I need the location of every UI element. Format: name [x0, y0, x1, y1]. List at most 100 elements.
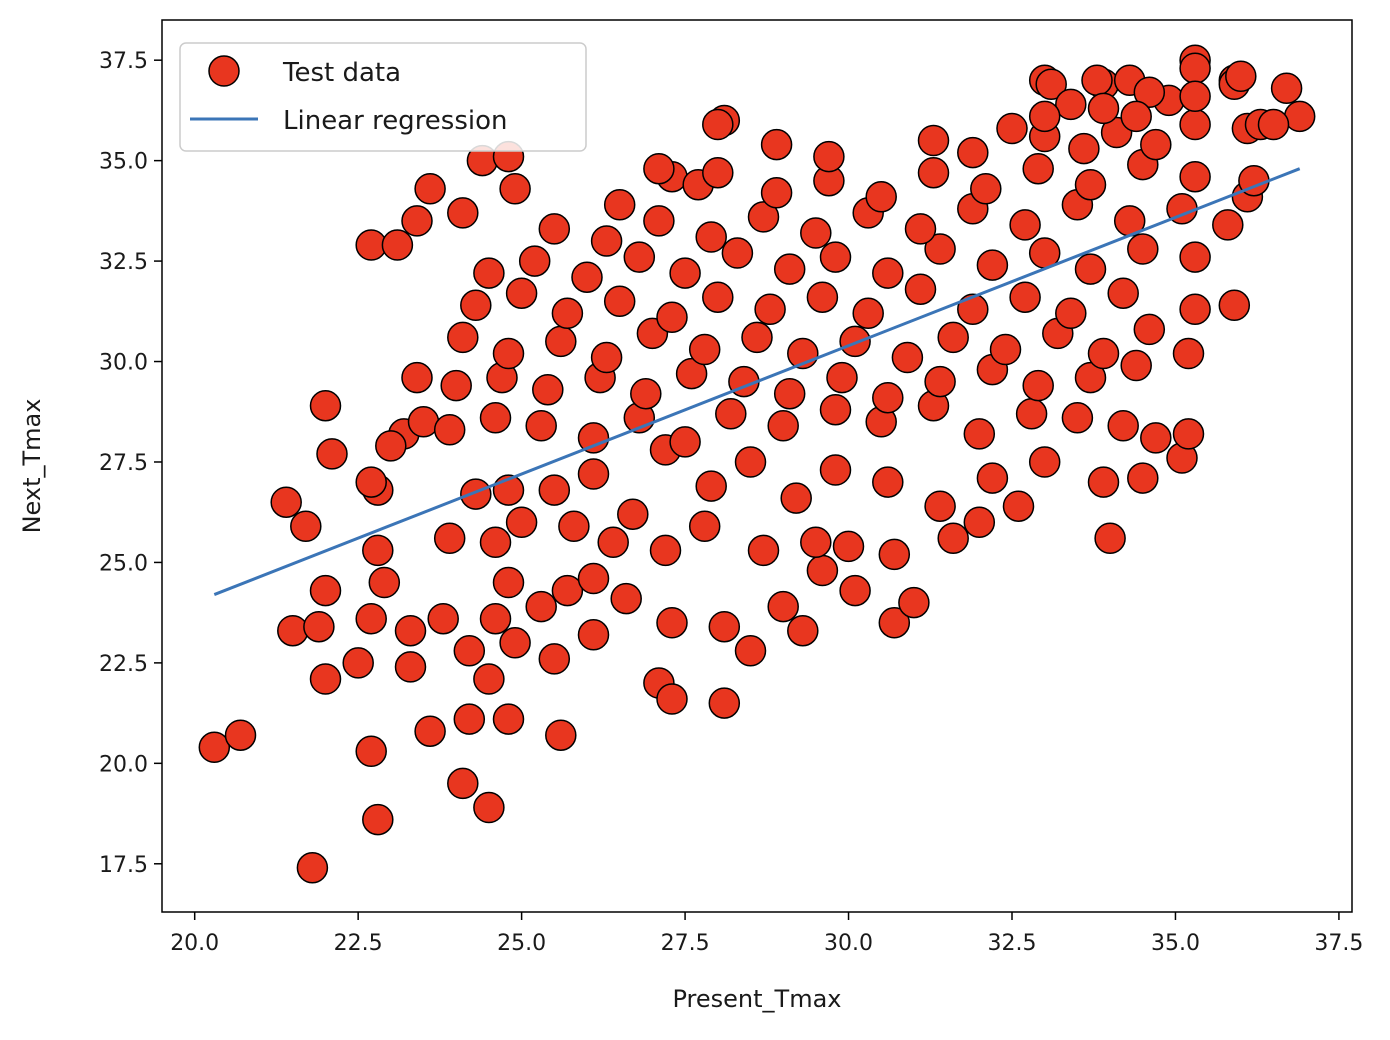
- data-point: [1172, 418, 1205, 450]
- data-point: [597, 526, 629, 559]
- data-point: [1015, 398, 1048, 430]
- legend-label-test-data: Test data: [282, 58, 401, 88]
- data-point: [747, 201, 780, 233]
- legend-box: [179, 42, 587, 152]
- data-point: [355, 602, 387, 635]
- data-point: [1061, 402, 1094, 434]
- data-point: [551, 297, 584, 330]
- data-point: [362, 803, 394, 836]
- data-point: [767, 410, 799, 442]
- data-point: [394, 651, 427, 683]
- data-point: [957, 293, 989, 326]
- data-point: [499, 627, 531, 659]
- x-axis-ticks: 20.0 22.5 25.0 27.5 30.0 32.5 35.0 37.5: [170, 912, 1363, 956]
- data-point: [1074, 168, 1107, 201]
- data-point: [1094, 522, 1126, 555]
- data-point: [957, 136, 989, 169]
- data-point: [440, 369, 472, 402]
- y-tick-label: 30.0: [99, 351, 148, 376]
- data-point: [839, 325, 871, 358]
- data-point: [1127, 462, 1159, 494]
- data-point: [1009, 281, 1041, 313]
- x-tick-label: 35.0: [1151, 931, 1200, 956]
- x-tick-label: 20.0: [170, 931, 219, 956]
- data-point: [1133, 76, 1166, 109]
- data-point: [1002, 490, 1035, 522]
- data-point: [695, 221, 727, 253]
- data-point: [1270, 72, 1303, 105]
- data-point: [702, 281, 734, 313]
- data-point: [1120, 349, 1152, 382]
- y-tick-label: 27.5: [99, 451, 148, 476]
- data-point: [427, 602, 459, 635]
- data-point: [577, 562, 610, 595]
- data-point: [741, 321, 773, 354]
- data-point: [414, 173, 446, 205]
- data-point: [414, 715, 446, 747]
- data-point: [1140, 422, 1172, 454]
- data-point: [355, 466, 387, 498]
- data-point: [571, 261, 603, 293]
- data-point: [878, 606, 911, 639]
- scatter-points: [198, 44, 1316, 884]
- data-point: [989, 333, 1022, 366]
- data-point: [610, 582, 642, 615]
- data-point: [479, 402, 512, 434]
- data-point: [800, 217, 832, 249]
- data-point: [1028, 100, 1061, 133]
- regression-line: [213, 167, 1301, 596]
- data-point: [309, 663, 342, 695]
- data-point: [453, 635, 486, 667]
- y-axis-label: Next_Tmax: [18, 399, 46, 534]
- data-point: [669, 257, 701, 289]
- data-point: [407, 406, 440, 438]
- data-point: [1009, 209, 1041, 241]
- data-point: [656, 606, 688, 639]
- data-point: [1179, 160, 1211, 193]
- plot-frame: [161, 19, 1353, 913]
- data-point: [675, 357, 708, 390]
- data-point: [773, 253, 806, 285]
- data-point: [970, 173, 1002, 205]
- data-point: [924, 490, 956, 522]
- data-point: [754, 293, 786, 326]
- data-point: [394, 614, 427, 647]
- data-point: [643, 205, 675, 237]
- data-point: [917, 124, 950, 157]
- data-point: [1179, 241, 1211, 273]
- data-point: [806, 554, 839, 587]
- data-point: [669, 426, 701, 458]
- data-point: [375, 430, 407, 462]
- data-point: [1127, 233, 1159, 265]
- data-point: [1035, 68, 1067, 101]
- data-point: [773, 377, 806, 410]
- data-point: [1179, 52, 1211, 84]
- data-point: [447, 321, 479, 354]
- data-point: [492, 337, 525, 370]
- data-point: [545, 325, 577, 358]
- data-point: [963, 506, 996, 539]
- data-point: [577, 422, 610, 454]
- x-axis-label: Present_Tmax: [673, 985, 842, 1013]
- data-point: [904, 213, 937, 245]
- data-point: [1218, 289, 1251, 322]
- data-point: [1074, 361, 1107, 394]
- data-point: [224, 719, 257, 751]
- data-point: [1212, 209, 1244, 241]
- data-point: [277, 614, 309, 647]
- data-point: [1179, 80, 1211, 113]
- data-point: [623, 241, 656, 273]
- data-point: [460, 478, 492, 510]
- data-point: [1022, 369, 1054, 402]
- data-point: [1107, 277, 1139, 309]
- data-point: [937, 321, 969, 354]
- x-tick-label: 22.5: [334, 931, 383, 956]
- data-point: [479, 526, 512, 559]
- data-point: [630, 377, 662, 410]
- data-point: [1055, 297, 1087, 330]
- data-point: [656, 301, 688, 334]
- data-point: [1107, 410, 1139, 442]
- data-point: [852, 297, 884, 330]
- data-point: [473, 663, 505, 695]
- data-point: [473, 257, 505, 289]
